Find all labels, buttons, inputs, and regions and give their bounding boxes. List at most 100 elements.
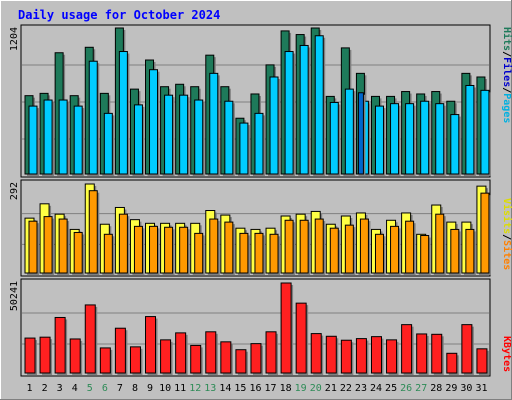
files-bar bbox=[209, 72, 220, 176]
sites-bar bbox=[435, 213, 446, 275]
kbytes-bar bbox=[129, 346, 143, 375]
kbytes-bar bbox=[386, 339, 399, 375]
sites-ymax-label: 292 bbox=[9, 182, 20, 200]
legend-pages: Pages bbox=[501, 93, 512, 123]
files-bar bbox=[224, 100, 235, 176]
x-tick-label: 5 bbox=[87, 383, 93, 394]
kbytes-bar bbox=[250, 343, 263, 375]
sites-bar bbox=[269, 233, 281, 275]
x-tick-label: 2 bbox=[42, 383, 48, 394]
kbytes-bar bbox=[340, 339, 354, 375]
kbytes-bar bbox=[175, 332, 188, 375]
pages-bar bbox=[357, 92, 366, 176]
legend-sep-sites: / bbox=[501, 234, 512, 240]
sites-bar bbox=[224, 221, 235, 275]
sites-bar bbox=[58, 218, 70, 275]
sites-bar bbox=[465, 228, 476, 275]
kbytes-bar bbox=[84, 304, 98, 375]
x-tick-label: 22 bbox=[340, 383, 352, 394]
sites-bar bbox=[239, 232, 250, 275]
kbytes-bar bbox=[69, 338, 83, 375]
kbytes-bar bbox=[114, 327, 128, 375]
x-tick-label: 9 bbox=[147, 383, 153, 394]
sites-bar bbox=[133, 225, 145, 275]
files-bar bbox=[73, 105, 85, 176]
kbytes-bar bbox=[220, 341, 233, 375]
sites-visits-bars bbox=[24, 183, 491, 275]
kbytes-bar bbox=[190, 344, 203, 375]
sites-bar bbox=[209, 218, 220, 275]
sites-bar bbox=[254, 232, 265, 275]
sites-bar bbox=[73, 231, 85, 275]
sites-bar bbox=[314, 218, 326, 275]
files-bar bbox=[420, 100, 431, 176]
x-tick-label: 30 bbox=[460, 383, 472, 394]
legend-kbytes: KBytes bbox=[501, 336, 512, 372]
kbytes-bar bbox=[265, 331, 279, 375]
kbytes-bar bbox=[370, 336, 384, 375]
files-bar bbox=[239, 122, 250, 176]
kbytes-bar bbox=[160, 339, 173, 375]
kbytes-bar bbox=[401, 324, 414, 375]
x-tick-label: 21 bbox=[325, 383, 337, 394]
sites-bar bbox=[359, 218, 371, 275]
x-tick-label: 1 bbox=[27, 383, 33, 394]
x-tick-label: 10 bbox=[159, 383, 171, 394]
files-bar bbox=[254, 112, 265, 176]
x-tick-label: 18 bbox=[280, 383, 292, 394]
legend-sep-1: / bbox=[501, 87, 512, 93]
legend-hits-files-pages: Hits/Files/Pages bbox=[501, 27, 512, 123]
files-bar bbox=[435, 103, 446, 176]
files-bar bbox=[344, 88, 356, 176]
kbytes-bar bbox=[39, 336, 53, 375]
x-tick-label: 11 bbox=[174, 383, 186, 394]
files-bar bbox=[88, 60, 100, 176]
hits-files-pages-bars bbox=[24, 27, 491, 177]
files-bar bbox=[390, 103, 401, 176]
sites-bar bbox=[118, 213, 130, 275]
files-bar bbox=[450, 114, 461, 176]
legend-files: Files bbox=[501, 57, 512, 87]
files-bar bbox=[284, 51, 296, 176]
kbytes-bar bbox=[431, 333, 444, 375]
sites-bar bbox=[164, 226, 175, 275]
hits-ymax-label: 1204 bbox=[9, 27, 20, 51]
files-bar bbox=[329, 101, 341, 176]
x-tick-label: 6 bbox=[102, 383, 108, 394]
sites-bar bbox=[420, 235, 431, 275]
kbytes-bar bbox=[99, 347, 113, 375]
kbytes-bar bbox=[24, 337, 37, 375]
files-bar bbox=[194, 99, 205, 176]
x-tick-label: 31 bbox=[475, 383, 487, 394]
sites-bar bbox=[299, 219, 311, 275]
kbytes-bar bbox=[325, 335, 339, 375]
x-tick-label: 14 bbox=[219, 383, 231, 394]
x-tick-label: 20 bbox=[310, 383, 322, 394]
x-tick-label: 8 bbox=[132, 383, 138, 394]
files-bar bbox=[149, 69, 160, 176]
files-bar bbox=[480, 89, 491, 176]
kbytes-bar bbox=[235, 349, 248, 375]
sites-bar bbox=[284, 219, 296, 275]
sites-bar bbox=[480, 192, 491, 275]
kbytes-bar bbox=[205, 331, 218, 375]
x-tick-label: 15 bbox=[234, 383, 246, 394]
kbytes-bar bbox=[416, 333, 429, 375]
sites-bar bbox=[405, 220, 416, 275]
files-bar bbox=[28, 105, 39, 176]
sites-bar bbox=[329, 227, 341, 275]
x-axis-labels: 1 2 3 4 5 6 7 8 9 10 11 12 13 14 15 16 17 18 19 20 21 22 23 24 2… bbox=[27, 383, 488, 394]
legend-hits: Hits bbox=[501, 27, 512, 51]
x-tick-label: 13 bbox=[204, 383, 216, 394]
kbytes-bar bbox=[461, 324, 474, 375]
files-bar bbox=[133, 104, 145, 176]
x-tick-label: 24 bbox=[370, 383, 382, 394]
files-bar bbox=[118, 51, 130, 176]
kbytes-bar bbox=[145, 316, 158, 375]
kbytes-ymax-label: 50241 bbox=[9, 281, 20, 311]
sites-bar bbox=[88, 190, 100, 275]
files-bar bbox=[405, 103, 416, 176]
legend-sites: Sites bbox=[501, 240, 512, 270]
sites-bar bbox=[344, 224, 356, 275]
x-tick-label: 27 bbox=[415, 383, 427, 394]
